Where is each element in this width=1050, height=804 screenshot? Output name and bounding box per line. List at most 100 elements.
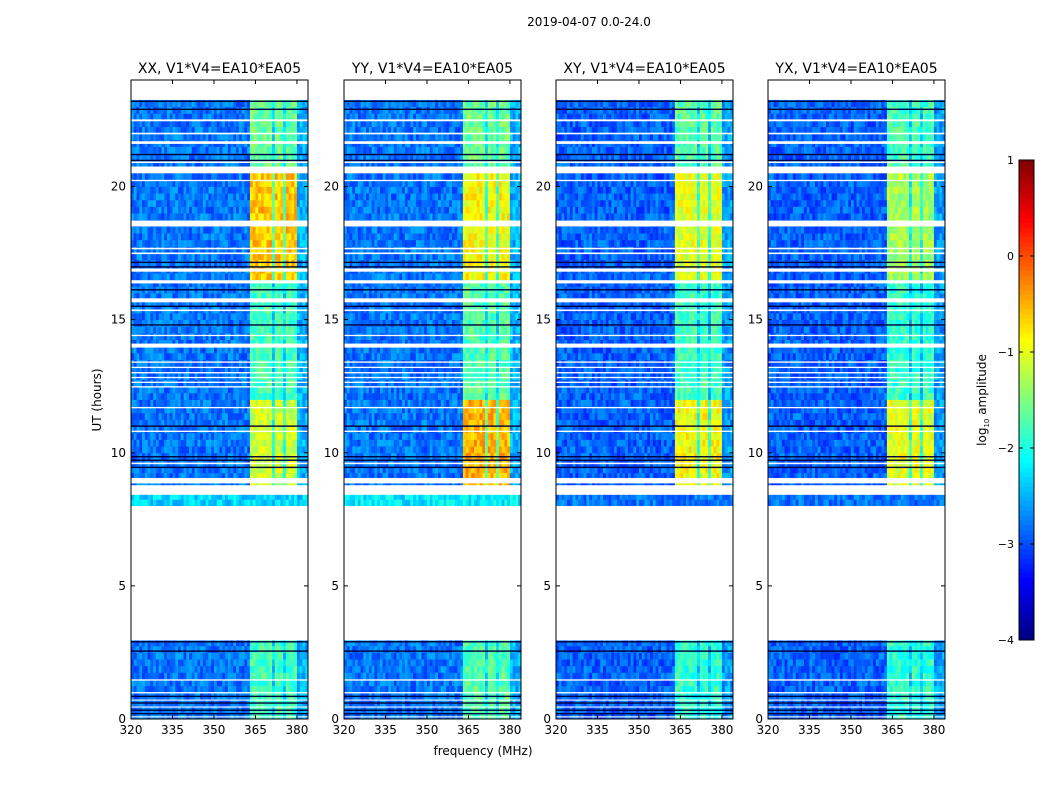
- heatmap-cell: [211, 326, 214, 333]
- heatmap-cell: [225, 672, 228, 679]
- heatmap-cell: [302, 672, 305, 679]
- heatmap-cell: [275, 313, 278, 320]
- heatmap-cell: [222, 666, 225, 673]
- heatmap-cell: [253, 499, 256, 506]
- heatmap-cell: [283, 127, 286, 134]
- heatmap-cell: [302, 200, 305, 207]
- heatmap-cell: [181, 246, 184, 253]
- heatmap-cell: [220, 273, 223, 280]
- heatmap-cell: [217, 400, 220, 407]
- heatmap-cell: [200, 433, 203, 440]
- heatmap-cell: [137, 380, 140, 387]
- heatmap-cell: [283, 659, 286, 666]
- heatmap-cell: [294, 200, 297, 207]
- heatmap-cell: [184, 213, 187, 220]
- heatmap-cell: [142, 446, 145, 453]
- heatmap-cell: [134, 206, 137, 213]
- heatmap-cell: [452, 686, 455, 693]
- heatmap-cell: [302, 499, 305, 506]
- heatmap-cell: [192, 360, 195, 367]
- heatmap-cell: [134, 380, 137, 387]
- heatmap-cell: [283, 246, 286, 253]
- heatmap-cell: [186, 326, 189, 333]
- heatmap-cell: [134, 360, 137, 367]
- heatmap-cell: [272, 326, 275, 333]
- heatmap-cell: [156, 672, 159, 679]
- heatmap-cell: [231, 213, 234, 220]
- heatmap-cell: [170, 273, 173, 280]
- x-tick-label: 350: [203, 723, 226, 737]
- flagged-row: [131, 221, 308, 227]
- heatmap-cell: [195, 246, 198, 253]
- heatmap-cell: [496, 686, 499, 693]
- heatmap-cell: [242, 260, 245, 267]
- flagged-row: [131, 361, 308, 362]
- heatmap-cell: [225, 360, 228, 367]
- heatmap-cell: [242, 666, 245, 673]
- heatmap-cell: [242, 659, 245, 666]
- heatmap-cell: [217, 433, 220, 440]
- heatmap-cell: [267, 360, 270, 367]
- heatmap-cell: [286, 659, 289, 666]
- heatmap-cell: [170, 439, 173, 446]
- heatmap-cell: [228, 333, 231, 340]
- heatmap-cell: [178, 393, 181, 400]
- heatmap-cell: [217, 193, 220, 200]
- heatmap-cell: [139, 213, 142, 220]
- heatmap-cell: [145, 127, 148, 134]
- heatmap-cell: [203, 686, 206, 693]
- heatmap-cell: [214, 206, 217, 213]
- heatmap-cell: [253, 659, 256, 666]
- heatmap-cell: [203, 373, 206, 380]
- heatmap-cell: [150, 400, 153, 407]
- heatmap-cell: [181, 353, 184, 360]
- heatmap-cell: [228, 393, 231, 400]
- heatmap-cell: [280, 686, 283, 693]
- heatmap-cell: [145, 173, 148, 180]
- heatmap-cell: [195, 499, 198, 506]
- heatmap-cell: [233, 240, 236, 247]
- heatmap-cell: [267, 672, 270, 679]
- heatmap-cell: [302, 147, 305, 154]
- heatmap-cell: [253, 246, 256, 253]
- heatmap-cell: [167, 672, 170, 679]
- heatmap-cell: [272, 246, 275, 253]
- heatmap-cell: [272, 173, 275, 180]
- heatmap-cell: [197, 226, 200, 233]
- heatmap-cell: [264, 187, 267, 194]
- heatmap-cell: [214, 686, 217, 693]
- heatmap-cell: [208, 313, 211, 320]
- heatmap-cell: [148, 107, 151, 114]
- heatmap-cell: [258, 187, 261, 194]
- heatmap-cell: [297, 380, 300, 387]
- heatmap-cell: [211, 273, 214, 280]
- heatmap-cell: [233, 413, 236, 420]
- flagged-row: [131, 463, 308, 465]
- heatmap-cell: [247, 260, 250, 267]
- heatmap-cell: [184, 499, 187, 506]
- heatmap-cell: [156, 400, 159, 407]
- heatmap-cell: [164, 187, 167, 194]
- heatmap-cell: [137, 113, 140, 120]
- heatmap-cell: [225, 107, 228, 114]
- heatmap-cell: [236, 213, 239, 220]
- heatmap-cell: [258, 373, 261, 380]
- heatmap-cell: [181, 333, 184, 340]
- heatmap-cell: [170, 380, 173, 387]
- heatmap-cell: [275, 672, 278, 679]
- heatmap-cell: [161, 147, 164, 154]
- heatmap-cell: [283, 107, 286, 114]
- heatmap-cell: [192, 353, 195, 360]
- heatmap-cell: [253, 173, 256, 180]
- heatmap-cell: [178, 333, 181, 340]
- heatmap-cell: [164, 147, 167, 154]
- heatmap-cell: [253, 240, 256, 247]
- heatmap-cell: [148, 246, 151, 253]
- heatmap-cell: [170, 200, 173, 207]
- heatmap-cell: [250, 659, 253, 666]
- heatmap-cell: [186, 439, 189, 446]
- heatmap-cell: [206, 246, 209, 253]
- heatmap-cell: [269, 439, 272, 446]
- heatmap-cell: [186, 127, 189, 134]
- heatmap-cell: [186, 273, 189, 280]
